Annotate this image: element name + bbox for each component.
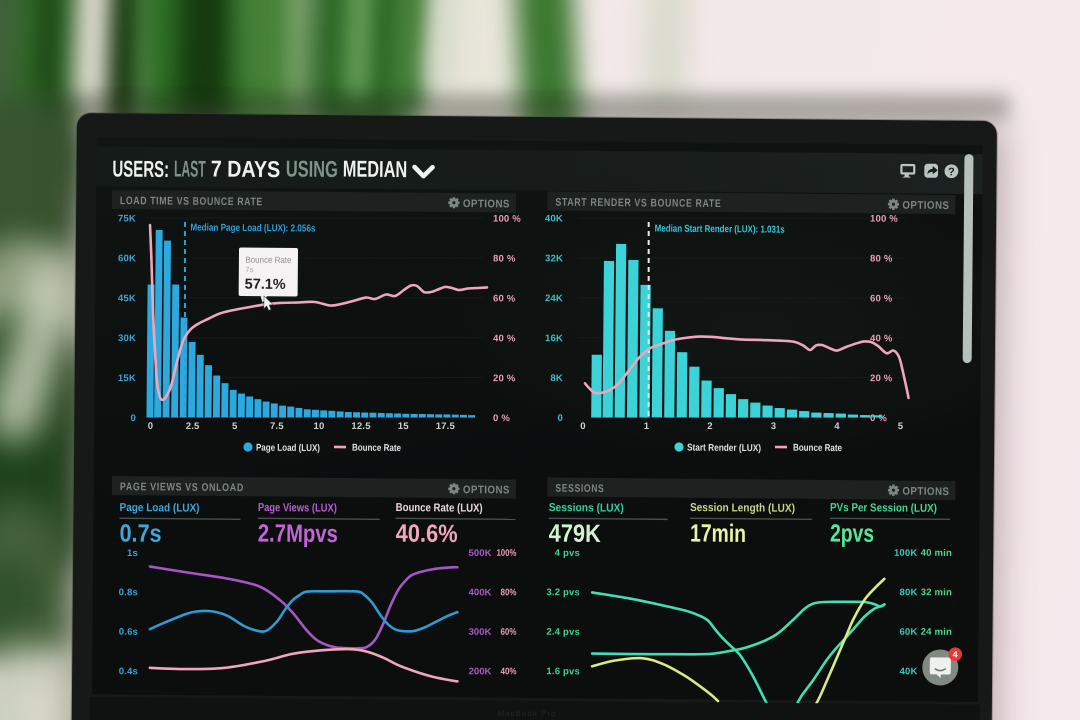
svg-text:100K: 100K [894, 548, 918, 559]
svg-text:8K: 8K [550, 373, 563, 384]
svg-text:Bounce Rate (LUX): Bounce Rate (LUX) [396, 502, 483, 515]
svg-text:12.5: 12.5 [351, 421, 371, 432]
svg-text:32K: 32K [545, 253, 563, 264]
svg-text:0.8s: 0.8s [119, 587, 138, 598]
svg-text:LAST: LAST [174, 156, 206, 182]
svg-text:0.6s: 0.6s [119, 627, 138, 638]
svg-text:300K: 300K [468, 627, 491, 638]
svg-text:2.7Mpvs: 2.7Mpvs [258, 519, 338, 548]
svg-text:60K: 60K [899, 627, 917, 638]
svg-text:200K: 200K [468, 666, 491, 677]
svg-text:0: 0 [148, 421, 154, 432]
svg-text:OPTIONS: OPTIONS [463, 198, 510, 210]
svg-text:20 %: 20 % [870, 373, 893, 384]
svg-text:PAGE VIEWS VS ONLOAD: PAGE VIEWS VS ONLOAD [120, 481, 244, 494]
svg-text:5: 5 [898, 421, 904, 432]
svg-text:7.5: 7.5 [270, 421, 284, 432]
svg-text:Session Length (LUX): Session Length (LUX) [690, 502, 795, 515]
svg-text:80K: 80K [899, 587, 917, 598]
svg-text:80 %: 80 % [493, 253, 516, 264]
svg-text:SESSIONS: SESSIONS [555, 483, 604, 495]
svg-text:2.4 pvs: 2.4 pvs [546, 627, 580, 638]
svg-text:0: 0 [580, 421, 586, 432]
svg-text:45K: 45K [118, 293, 136, 304]
svg-text:0.7s: 0.7s [119, 519, 161, 547]
svg-text:60K: 60K [118, 253, 136, 264]
svg-text:0.4s: 0.4s [119, 666, 138, 677]
svg-text:100%: 100% [496, 548, 517, 559]
svg-text:3.2 pvs: 3.2 pvs [546, 587, 580, 598]
svg-text:MacBook Pro: MacBook Pro [497, 709, 556, 719]
svg-text:60 %: 60 % [870, 293, 893, 304]
svg-text:Sessions (LUX): Sessions (LUX) [549, 502, 624, 515]
svg-text:40 min: 40 min [921, 548, 952, 559]
svg-text:Page Load (LUX): Page Load (LUX) [120, 502, 200, 515]
svg-text:USERS:: USERS: [112, 156, 169, 182]
svg-text:5: 5 [232, 421, 238, 432]
svg-text:80 %: 80 % [870, 253, 893, 264]
svg-text:USING: USING [286, 156, 338, 182]
svg-text:1.6 pvs: 1.6 pvs [546, 666, 580, 677]
svg-text:2: 2 [707, 421, 713, 432]
svg-text:START RENDER VS BOUNCE RATE: START RENDER VS BOUNCE RATE [555, 197, 721, 210]
svg-text:Bounce Rate: Bounce Rate [793, 443, 843, 454]
svg-text:80%: 80% [500, 587, 517, 598]
svg-text:32 min: 32 min [921, 587, 952, 598]
svg-text:30K: 30K [118, 333, 136, 344]
svg-text:24 min: 24 min [921, 627, 952, 638]
svg-text:2pvs: 2pvs [830, 519, 874, 547]
svg-text:Median Start Render (LUX): 1.0: Median Start Render (LUX): 1.031s [655, 224, 785, 236]
svg-text:Bounce Rate: Bounce Rate [352, 443, 402, 454]
svg-text:40K: 40K [899, 666, 917, 677]
svg-text:40.6%: 40.6% [396, 519, 458, 548]
svg-text:400K: 400K [468, 587, 491, 598]
svg-text:40 %: 40 % [493, 333, 516, 344]
svg-text:1s: 1s [127, 548, 138, 559]
svg-text:Page Load (LUX): Page Load (LUX) [256, 443, 320, 455]
svg-text:4: 4 [834, 421, 840, 432]
svg-text:40 %: 40 % [870, 333, 893, 344]
svg-text:3: 3 [771, 421, 777, 432]
svg-text:40K: 40K [545, 213, 563, 224]
svg-text:24K: 24K [545, 293, 563, 304]
svg-text:0: 0 [131, 413, 137, 424]
svg-text:15K: 15K [118, 373, 136, 384]
svg-text:4 pvs: 4 pvs [555, 548, 580, 559]
svg-text:17.5: 17.5 [436, 421, 456, 432]
svg-text:40%: 40% [500, 666, 517, 677]
svg-text:100 %: 100 % [493, 214, 521, 225]
svg-text:OPTIONS: OPTIONS [902, 200, 949, 212]
svg-text:Bounce Rate: Bounce Rate [245, 255, 291, 265]
svg-text:479K: 479K [549, 520, 601, 548]
svg-text:57.1%: 57.1% [245, 277, 286, 293]
svg-text:2.5: 2.5 [186, 421, 200, 432]
svg-text:0: 0 [558, 413, 564, 424]
svg-text:10: 10 [313, 421, 324, 432]
svg-text:1: 1 [644, 421, 650, 432]
svg-text:100 %: 100 % [870, 214, 898, 225]
svg-text:Median Page Load (LUX): 2.056s: Median Page Load (LUX): 2.056s [190, 222, 315, 234]
svg-text:Start Render (LUX): Start Render (LUX) [687, 443, 761, 455]
svg-text:0 %: 0 % [493, 413, 510, 424]
svg-text:OPTIONS: OPTIONS [902, 486, 949, 498]
svg-text:0 %: 0 % [870, 413, 887, 424]
svg-text:20 %: 20 % [493, 373, 516, 384]
svg-text:500K: 500K [469, 548, 492, 559]
svg-text:PVs Per Session (LUX): PVs Per Session (LUX) [830, 502, 937, 515]
svg-text:15: 15 [398, 421, 410, 432]
svg-text:?: ? [948, 166, 955, 178]
svg-text:75K: 75K [118, 213, 136, 224]
svg-text:7s: 7s [245, 265, 253, 274]
svg-text:60 %: 60 % [493, 293, 516, 304]
svg-text:4: 4 [953, 649, 958, 659]
svg-text:60%: 60% [500, 627, 517, 638]
svg-text:LOAD TIME VS BOUNCE RATE: LOAD TIME VS BOUNCE RATE [120, 195, 263, 208]
svg-text:Page Views (LUX): Page Views (LUX) [258, 502, 337, 515]
svg-text:MEDIAN: MEDIAN [343, 156, 408, 183]
svg-text:16K: 16K [545, 333, 563, 344]
svg-text:OPTIONS: OPTIONS [463, 484, 510, 496]
svg-text:17min: 17min [690, 519, 746, 547]
svg-text:7 DAYS: 7 DAYS [211, 155, 281, 182]
